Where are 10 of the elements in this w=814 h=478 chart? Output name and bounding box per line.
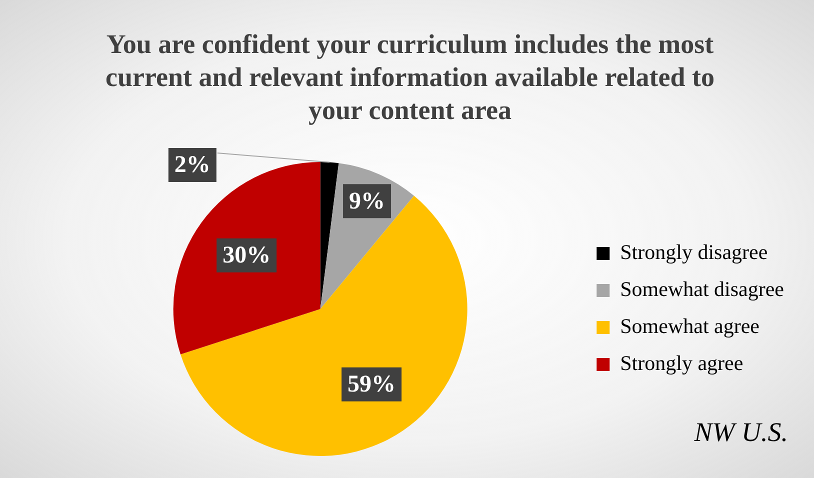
data-label: 30%: [222, 242, 271, 269]
legend-label: Strongly disagree: [620, 240, 768, 264]
chart-title: You are confident your curriculum includes the most current and relevant information available related to your content area: [104, 28, 716, 127]
data-label: 9%: [349, 188, 386, 214]
legend-label: Strongly agree: [620, 351, 744, 376]
legend-label: Somewhat disagree: [620, 277, 784, 302]
text: NW U.S.: [694, 417, 788, 448]
legend-label: Somewhat agree: [620, 314, 760, 338]
data-label: 59%: [348, 372, 396, 398]
data-label: 2%: [174, 152, 210, 178]
